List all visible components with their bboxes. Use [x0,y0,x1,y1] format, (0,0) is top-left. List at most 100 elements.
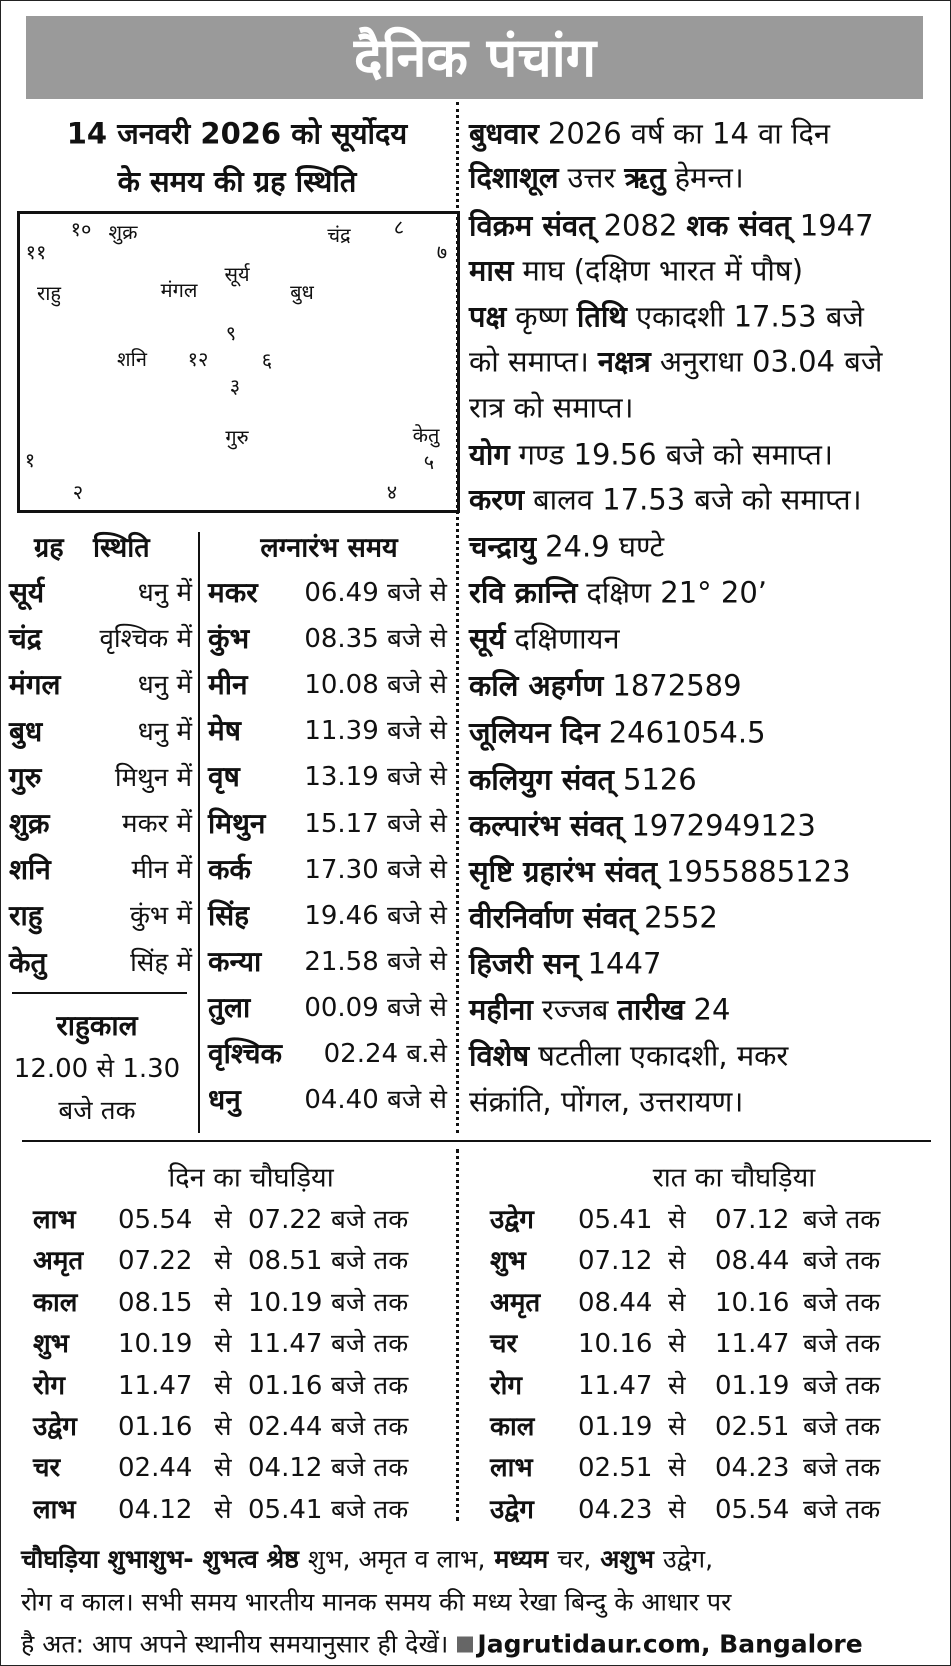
text: दक्षिण 21° 20’ [586,575,767,610]
section-heading: 14 जनवरी 2026 को सूर्योदय [66,116,408,151]
bold-text: चन्द्रायु [469,529,537,564]
period-time: 04.12 [118,1494,193,1525]
planet-sign: धनु में [137,716,192,747]
bold-text: नक्षत्र [597,344,651,379]
chart-label: २ [72,480,84,504]
chart-label: केतु [412,423,440,447]
info-line: रवि क्रान्ति दक्षिण 21° 20’ [469,575,767,610]
info-line: को समाप्त। नक्षत्र अनुराधा 03.04 बजे [469,344,882,379]
info-line: चन्द्रायु 24.9 घण्टे [469,529,664,564]
period-name: काल [490,1412,535,1442]
lagna-time: 10.08 बजे से [304,670,447,701]
planet-sign: मकर में [122,809,192,839]
period-name: चर [490,1329,518,1360]
period-name: लाभ [33,1205,76,1235]
info-line: विक्रम संवत् 2082 शक संवत् 1947 [469,211,874,241]
text: रोग व काल। सभी समय भारतीय मानक समय की मध… [21,1587,732,1617]
bold-text: विशेष [469,1038,530,1073]
planet-sign: मीन में [131,855,192,886]
bold-text: सूर्य [469,621,506,656]
info-line: पक्ष कृष्ण तिथि एकादशी 17.53 बजे [469,299,864,334]
info-line: कलि अहर्गण 1872589 [469,671,742,701]
lagna-time: 11.39 बजे से [304,716,447,747]
sign: धनु [208,1083,241,1117]
sign: कर्क [208,852,252,886]
period-time: से [214,1246,232,1277]
period-time: बजे तक [803,1412,881,1442]
info-line: योग गण्ड 19.56 बजे को समाप्त। [469,440,833,470]
chart-box [17,211,460,513]
text: को समाप्त। [469,344,589,379]
planet-sign: सिंह में [130,947,192,978]
chart-label: सूर्य [224,262,250,286]
period-time: 08.51 [248,1246,323,1277]
text: रज्जब [541,992,609,1027]
planet: सूर्य [9,576,45,609]
info-line: सूर्य दक्षिणायन [469,621,620,656]
text: चर, [557,1544,592,1574]
period-name: उद्वेग [33,1412,77,1442]
sign: सिंह [208,898,250,932]
chart-label: राहु [37,281,61,305]
divider [456,1149,459,1521]
text: कृष्ण [515,299,568,334]
bold-text: तारीख [617,992,685,1027]
footer-line: चौघड़िया शुभाशुभ- शुभत्व श्रेष्ठ शुभ, अमृत… [21,1547,713,1572]
info-line: मास माघ (दक्षिण भारत में पौष) [469,256,803,286]
period-time: बजे तक [803,1205,881,1235]
period-time: 04.23 [715,1453,790,1484]
info-line: करण बालव 17.53 बजे को समाप्त। [469,482,862,517]
divider [456,102,459,1133]
planet-sign: धनु में [137,578,192,608]
period-name: शुभ [33,1329,69,1360]
info-line: जूलियन दिन 2461054.5 [469,715,766,750]
info-line: कलियुग संवत् 5126 [469,762,697,797]
period-time: बजे तक [331,1494,409,1525]
section-heading: के समय की ग्रह स्थिति [117,164,357,199]
period-time: 11.47 [715,1329,790,1360]
period-time: 01.19 [715,1370,790,1401]
planet: शनि [9,853,51,887]
bold-text: हिजरी सन् [469,946,579,981]
bold-text: सृष्टि ग्रहारंभ संवत् [469,854,658,889]
square-icon [457,1636,474,1653]
chart-label: शनि [117,347,147,371]
period-name: रोग [490,1370,523,1401]
chaughadiya-title: दिन का चौघड़िया [168,1162,334,1194]
period-time: 08.44 [715,1246,790,1277]
info-line: बुधवार 2026 वर्ष का 14 वा दिन [469,119,830,149]
lagna-time: 00.09 बजे से [304,992,447,1023]
period-time: 05.54 [118,1205,193,1235]
planet-sign: मिथुन में [114,762,192,793]
bold-text: करण [469,482,525,517]
text: शुभ, अमृत व लाभ, [307,1544,486,1574]
text: हेमन्त। [674,160,744,195]
period-time: बजे तक [803,1453,881,1484]
planet: चंद्र [9,622,42,656]
text: 5126 [622,762,697,797]
chart-label: शुक्र [108,220,138,244]
period-time: से [668,1205,686,1235]
period-name: लाभ [490,1453,533,1484]
period-name: काल [33,1287,78,1318]
period-time: बजे तक [331,1329,409,1360]
period-time: 07.12 [578,1246,653,1277]
lagna-time: 19.46 बजे से [304,900,447,931]
bold-text: जूलियन दिन [469,715,600,750]
period-time: 05.41 [578,1205,653,1235]
period-time: 10.19 [248,1287,323,1318]
period-time: बजे तक [803,1329,881,1360]
chart-label: १२ [187,347,209,371]
lagna-time: 15.17 बजे से [304,808,447,839]
chart-label: ३ [229,374,241,398]
period-time: से [668,1287,686,1318]
planet-sign: वृश्चिक में [99,624,192,655]
planet: शुक्र [9,807,50,840]
text: है अत: आप अपने स्थानीय समयानुसार ही देखे… [21,1629,449,1659]
page-title: दैनिक पंचांग [353,26,597,89]
period-time: से [214,1205,232,1235]
period-time: से [214,1287,232,1318]
planet: मंगल [9,668,61,702]
text: 2552 [644,900,718,935]
period-time: 04.12 [248,1453,323,1484]
